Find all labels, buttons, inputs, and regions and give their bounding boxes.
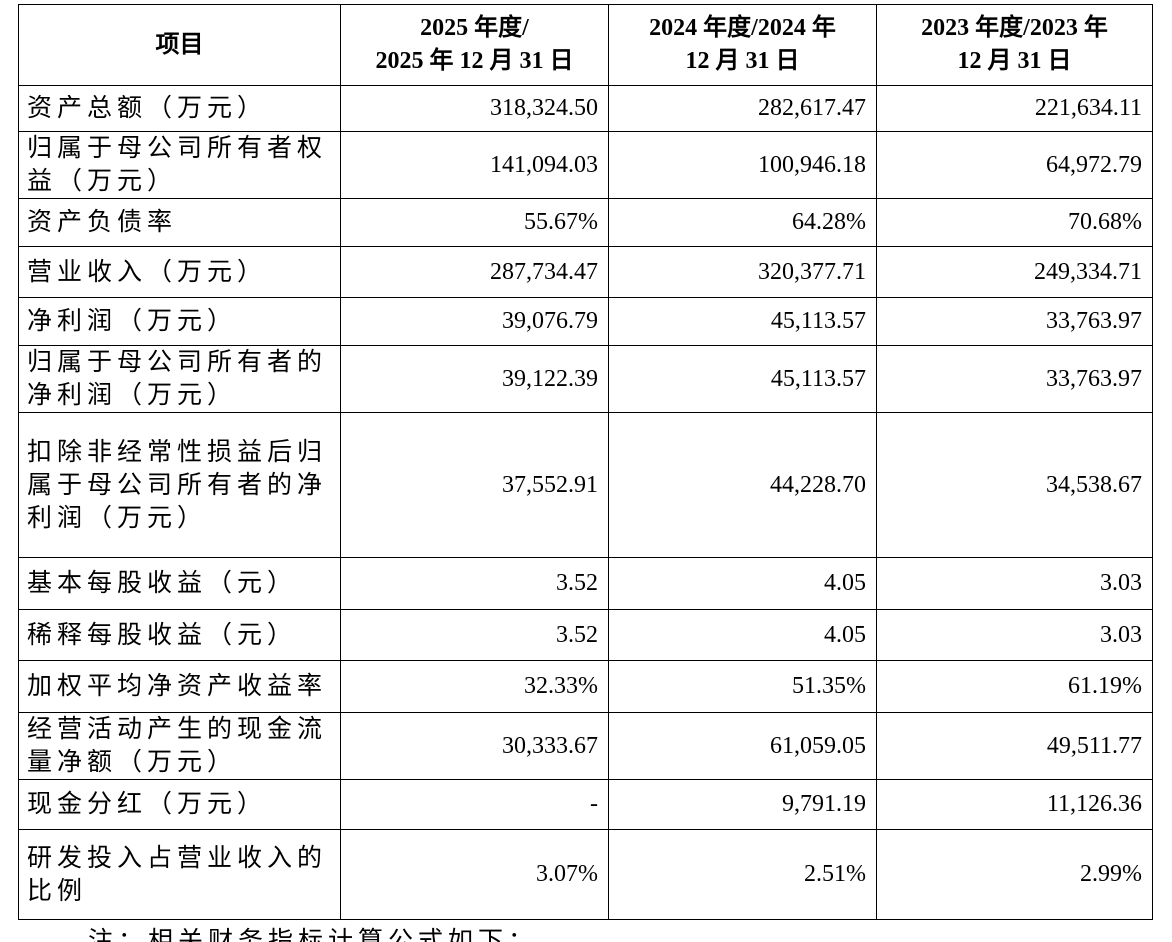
- value-cell: 55.67%: [340, 198, 609, 247]
- value-cell: 33,763.97: [876, 297, 1153, 346]
- row-label: 现金分红（万元）: [18, 779, 341, 830]
- value-cell: 49,511.77: [876, 712, 1153, 780]
- value-cell: 33,763.97: [876, 345, 1153, 413]
- value-cell: 61.19%: [876, 660, 1153, 713]
- header-line: 2025 年度/: [420, 15, 529, 41]
- value-cell: 11,126.36: [876, 779, 1153, 830]
- row-label: 归属于母公司所有者的净利润（万元）: [18, 345, 341, 413]
- financial-table: 项目 2025 年度/2025 年 12 月 31 日 2024 年度/2024 年…: [18, 4, 1153, 920]
- value-cell: -: [340, 779, 609, 830]
- table-row: 净利润（万元） 39,076.79 45,113.57 33,763.97: [18, 297, 1153, 346]
- value-cell: 287,734.47: [340, 246, 609, 298]
- row-label: 稀释每股收益（元）: [18, 609, 341, 661]
- value-cell: 3.07%: [340, 829, 609, 920]
- note: 注：相关财务指标计算公式如下：: [88, 928, 539, 942]
- table-row: 扣除非经常性损益后归属于母公司所有者的净利润（万元） 37,552.91 44,22…: [18, 412, 1153, 558]
- value-cell: 318,324.50: [340, 85, 609, 132]
- header-line: 2025 年 12 月 31 日: [375, 48, 574, 74]
- value-cell: 282,617.47: [608, 85, 877, 132]
- table-row: 营业收入（万元） 287,734.47 320,377.71 249,334.71: [18, 246, 1153, 298]
- value-cell: 9,791.19: [608, 779, 877, 830]
- row-label: 扣除非经常性损益后归属于母公司所有者的净利润（万元）: [18, 412, 341, 558]
- header-line: 12 月 31 日: [957, 48, 1072, 74]
- row-label: 净利润（万元）: [18, 297, 341, 346]
- value-cell: 64,972.79: [876, 131, 1153, 199]
- header-cell: 2025 年度/2025 年 12 月 31 日: [340, 4, 609, 86]
- table-row: 加权平均净资产收益率 32.33% 51.35% 61.19%: [18, 660, 1153, 713]
- value-cell: 3.03: [876, 557, 1153, 610]
- header-line: 2024 年度/2024 年: [649, 15, 836, 41]
- value-cell: 70.68%: [876, 198, 1153, 247]
- table-row: 研发投入占营业收入的比例 3.07% 2.51% 2.99%: [18, 829, 1153, 920]
- row-label: 研发投入占营业收入的比例: [18, 829, 341, 920]
- header-line: 2023 年度/2023 年: [921, 15, 1108, 41]
- table-row: 现金分红（万元） -9,791.19 11,126.36: [18, 779, 1153, 830]
- table-row: 资产负债率 55.67% 64.28% 70.68%: [18, 198, 1153, 247]
- value-cell: 3.52: [340, 609, 609, 661]
- value-cell: 44,228.70: [608, 412, 877, 558]
- row-label: 营业收入（万元）: [18, 246, 341, 298]
- table-row: 基本每股收益（元） 3.52 4.05 3.03: [18, 557, 1153, 610]
- table-row: 资产总额（万元） 318,324.50 282,617.47 221,634.11: [18, 85, 1153, 132]
- value-cell: 32.33%: [340, 660, 609, 713]
- header-line: 项目: [155, 31, 204, 58]
- table-row: 经营活动产生的现金流量净额（万元） 30,333.67 61,059.05 49,51…: [18, 712, 1153, 780]
- value-cell: 45,113.57: [608, 297, 877, 346]
- value-cell: 249,334.71: [876, 246, 1153, 298]
- value-cell: 4.05: [608, 609, 877, 661]
- header-cell: 2023 年度/2023 年 12 月 31 日: [876, 4, 1153, 86]
- header-row: 项目 2025 年度/2025 年 12 月 31 日 2024 年度/2024 年…: [18, 4, 1153, 86]
- value-cell: 51.35%: [608, 660, 877, 713]
- value-cell: 320,377.71: [608, 246, 877, 298]
- table-row: 稀释每股收益（元） 3.52 4.05 3.03: [18, 609, 1153, 661]
- value-cell: 141,094.03: [340, 131, 609, 199]
- value-cell: 100,946.18: [608, 131, 877, 199]
- row-label: 经营活动产生的现金流量净额（万元）: [18, 712, 341, 780]
- value-cell: 34,538.67: [876, 412, 1153, 558]
- value-cell: 30,333.67: [340, 712, 609, 780]
- header-line: 12 月 31 日: [685, 48, 800, 74]
- row-label: 基本每股收益（元）: [18, 557, 341, 610]
- row-label: 归属于母公司所有者权益（万元）: [18, 131, 341, 199]
- value-cell: 39,076.79: [340, 297, 609, 346]
- value-cell: 45,113.57: [608, 345, 877, 413]
- value-cell: 4.05: [608, 557, 877, 610]
- row-label: 加权平均净资产收益率: [18, 660, 341, 713]
- value-cell: 39,122.39: [340, 345, 609, 413]
- value-cell: 37,552.91: [340, 412, 609, 558]
- value-cell: 3.03: [876, 609, 1153, 661]
- value-cell: 2.51%: [608, 829, 877, 920]
- value-cell: 61,059.05: [608, 712, 877, 780]
- row-label: 资产总额（万元）: [18, 85, 341, 132]
- table-row: 归属于母公司所有者的净利润（万元） 39,122.39 45,113.57 33,76…: [18, 345, 1153, 413]
- header-cell: 项目: [18, 4, 341, 86]
- table-row: 归属于母公司所有者权益（万元） 141,094.03 100,946.18 64,97…: [18, 131, 1153, 199]
- header-cell: 2024 年度/2024 年 12 月 31 日: [608, 4, 877, 86]
- value-cell: 3.52: [340, 557, 609, 610]
- row-label: 资产负债率: [18, 198, 341, 247]
- value-cell: 64.28%: [608, 198, 877, 247]
- value-cell: 2.99%: [876, 829, 1153, 920]
- value-cell: 221,634.11: [876, 85, 1153, 132]
